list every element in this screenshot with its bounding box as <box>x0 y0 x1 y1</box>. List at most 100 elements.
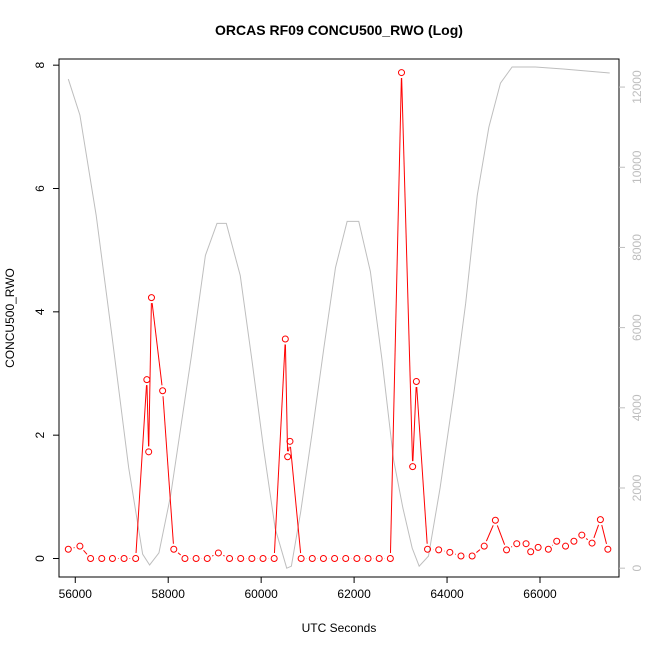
data-point <box>375 555 383 562</box>
data-point <box>409 463 417 471</box>
data-point <box>284 453 292 461</box>
x-tick-label: 60000 <box>244 587 278 601</box>
y-tick-label: 2 <box>33 432 47 439</box>
series-line-segment <box>585 538 589 541</box>
data-point <box>159 387 167 395</box>
series-line-segment <box>476 549 481 553</box>
y-tick-label: 0 <box>33 555 47 562</box>
data-point <box>503 546 511 554</box>
series-line-segment <box>151 303 163 386</box>
series-line-segment <box>401 78 414 462</box>
series-line-segment <box>496 525 506 545</box>
data-point <box>226 555 234 562</box>
data-point <box>308 555 316 562</box>
series-line-segment <box>162 396 174 544</box>
data-point <box>145 448 153 456</box>
data-point <box>342 555 350 562</box>
y-tick-label: 6 <box>33 185 47 192</box>
chart-title: ORCAS RF09 CONCU500_RWO (Log) <box>215 22 463 38</box>
data-point <box>386 555 394 562</box>
data-point <box>491 516 499 524</box>
data-point <box>319 555 327 562</box>
y2-tick-label: 2000 <box>630 474 644 501</box>
series-line-segment <box>412 386 417 462</box>
data-point <box>604 545 612 553</box>
data-point <box>522 540 530 548</box>
data-point <box>108 555 116 562</box>
series-line-segment <box>287 446 290 452</box>
data-point <box>331 555 339 562</box>
data-point <box>578 531 586 539</box>
data-point <box>435 546 443 554</box>
x-tick-label: 56000 <box>59 587 93 601</box>
y-axis: 0 2 4 6 8 <box>33 62 59 562</box>
y2-tick-label: 0 <box>630 565 644 572</box>
data-point <box>468 552 476 560</box>
series-line-segment <box>211 554 214 557</box>
series-line-segment <box>284 344 289 452</box>
data-point <box>132 555 140 562</box>
plot-box <box>58 58 620 578</box>
data-point <box>147 294 155 302</box>
series-line-segment <box>135 385 147 554</box>
data-point <box>87 555 95 562</box>
y2-tick-label: 6000 <box>630 314 644 341</box>
data-point <box>424 545 432 553</box>
series-line-segment <box>593 524 600 539</box>
data-point <box>398 69 406 77</box>
altitude-line <box>67 66 610 569</box>
data-point <box>170 545 178 553</box>
data-point <box>480 542 488 550</box>
series-layer <box>64 66 612 569</box>
data-point <box>457 552 465 560</box>
y-tick-label: 4 <box>33 308 47 315</box>
data-point <box>248 555 256 562</box>
series-line-segment <box>146 385 150 447</box>
data-point <box>237 555 245 562</box>
data-point <box>214 549 222 557</box>
data-point <box>553 537 561 545</box>
series-line-segment <box>289 446 302 554</box>
data-point <box>203 555 211 562</box>
x-tick-label: 64000 <box>430 587 464 601</box>
x-tick-label: 66000 <box>523 587 557 601</box>
series-line-segment <box>83 549 88 555</box>
y-axis-label: CONCU500_RWO <box>3 268 17 368</box>
x-axis: 56000 58000 60000 62000 64000 66000 <box>59 577 557 601</box>
data-point <box>281 335 289 343</box>
data-point <box>76 542 84 550</box>
data-point <box>64 545 72 553</box>
data-point <box>192 555 200 562</box>
data-point <box>527 548 535 556</box>
data-point <box>98 555 106 562</box>
y2-tick-label: 8000 <box>630 234 644 261</box>
y2-tick-label: 4000 <box>630 394 644 421</box>
data-point <box>143 376 151 384</box>
series-line-segment <box>485 525 494 542</box>
data-point <box>120 555 128 562</box>
data-point <box>412 378 420 386</box>
series-line-segment <box>601 524 607 545</box>
y2-tick-label: 10000 <box>630 150 644 184</box>
series-line-segment <box>389 78 402 554</box>
series-line-segment <box>416 386 428 544</box>
data-point <box>570 537 578 545</box>
data-point <box>534 543 542 551</box>
x-tick-label: 58000 <box>152 587 186 601</box>
y-tick-label: 8 <box>33 62 47 69</box>
data-point <box>446 548 454 556</box>
series-line-segment <box>177 552 182 556</box>
data-point <box>562 542 570 550</box>
series-line-segment <box>148 303 152 447</box>
data-point <box>513 540 521 548</box>
data-point <box>353 555 361 562</box>
data-point <box>259 555 267 562</box>
series-line-segment <box>223 554 225 557</box>
data-point <box>181 555 189 562</box>
data-point <box>544 545 552 553</box>
y2-tick-label: 12000 <box>630 70 644 104</box>
x-tick-label: 62000 <box>337 587 371 601</box>
y2-axis: 0 2000 4000 6000 8000 10000 12000 <box>619 70 644 572</box>
series-line-segment <box>273 344 286 554</box>
